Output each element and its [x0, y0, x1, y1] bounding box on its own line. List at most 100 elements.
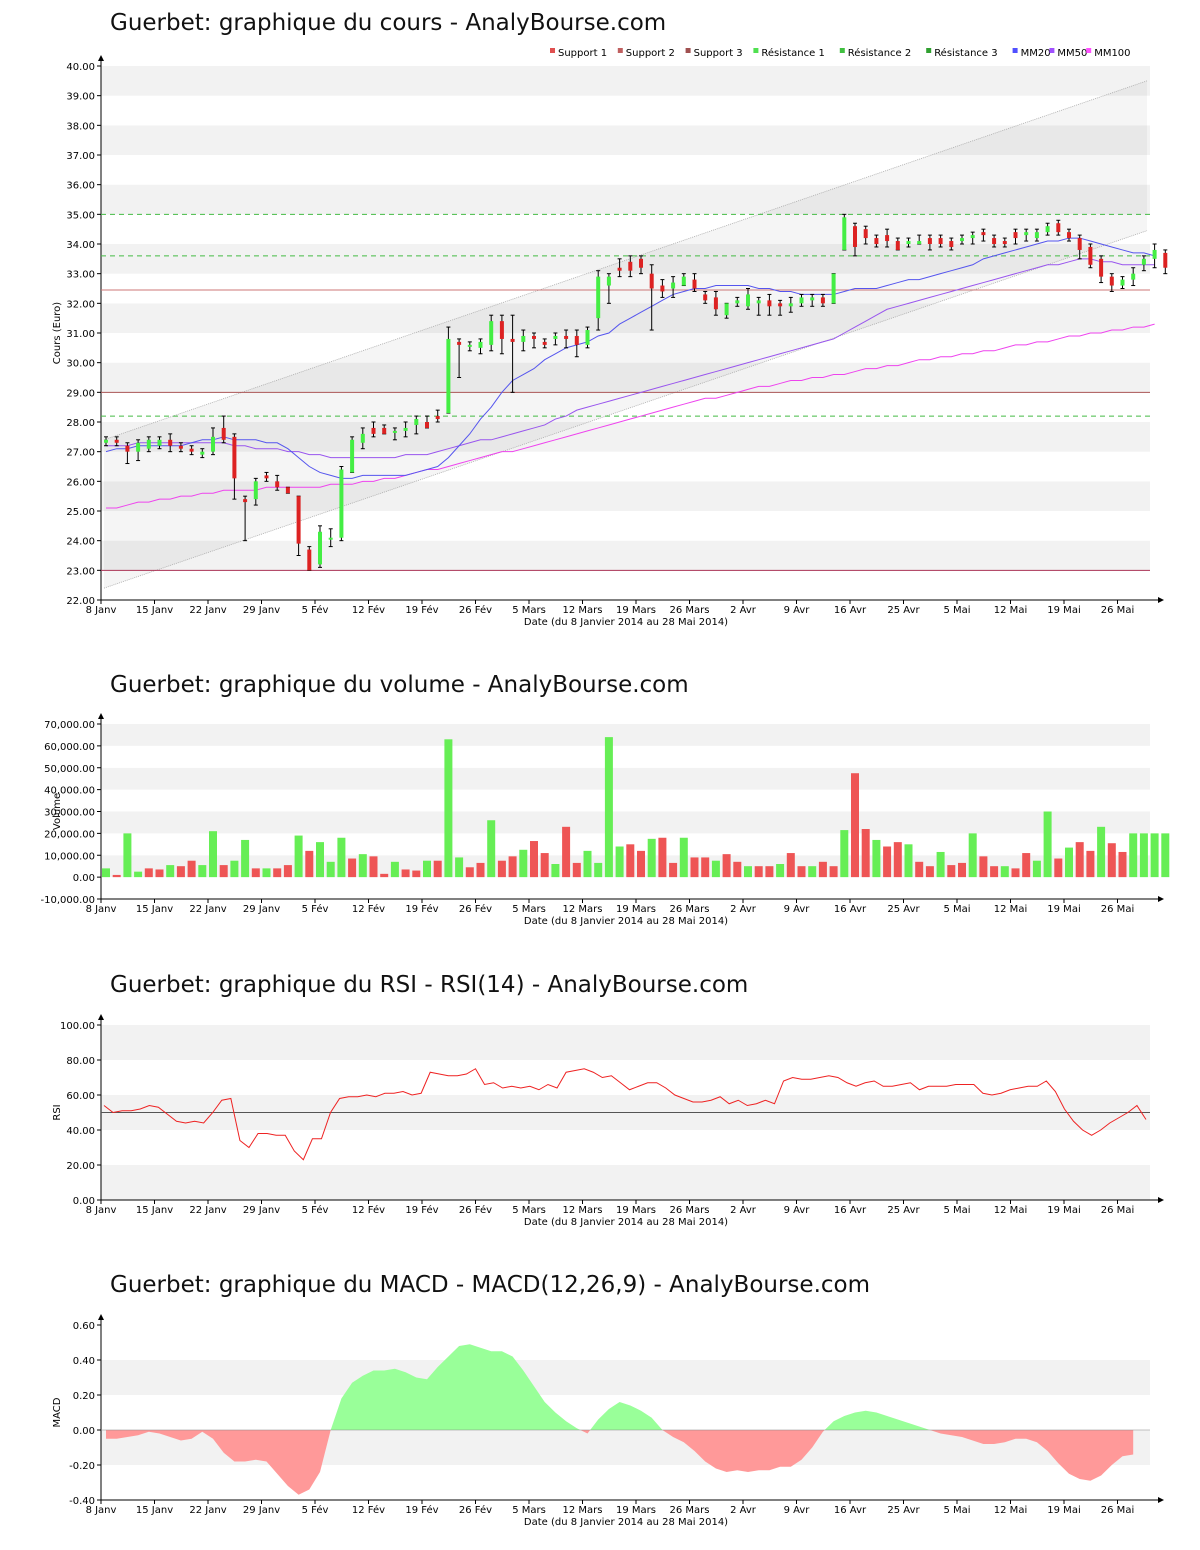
volume-bar	[326, 861, 335, 878]
volume-bar	[904, 844, 913, 878]
candle	[253, 477, 258, 506]
background-band	[101, 724, 1150, 746]
volume-bar	[1000, 866, 1009, 878]
x-tick-label: 25 Avr	[887, 1205, 920, 1216]
candle	[446, 326, 451, 414]
candle	[1120, 276, 1125, 289]
macd-chart: -0.40 -0.20 0.00 0.20 0.40 0.60 8 Janv 15 Janv 2…	[52, 1314, 1164, 1528]
y-tick-label: 10,000.00	[44, 851, 95, 862]
x-axis-arrow	[1158, 1197, 1164, 1203]
y-tick-label: 60,000.00	[44, 742, 95, 753]
volume-bar	[551, 864, 560, 878]
volume-bar	[1011, 868, 1020, 878]
candle-body	[307, 549, 312, 571]
candle	[211, 427, 215, 456]
candle-body	[253, 481, 258, 500]
trend-channel	[104, 80, 1147, 589]
volume-bar	[305, 850, 314, 878]
background-band	[101, 570, 1150, 600]
x-tick-label: 12 Fév	[352, 903, 385, 915]
x-tick-label: 12 Mars	[563, 1205, 603, 1216]
price-chart: 22.00 23.00 24.00 25.00 26.00 27.00 28.00 29.00…	[52, 47, 1168, 628]
x-tick-label: 19 Mai	[1047, 1205, 1080, 1216]
x-tick-label: 19 Mai	[1047, 605, 1080, 616]
candle-body	[510, 338, 515, 342]
x-tick-label: 16 Avr	[834, 605, 867, 616]
volume-bar	[423, 860, 431, 878]
volume-bar	[123, 833, 132, 878]
volume-bar	[722, 854, 731, 878]
x-tick-label: 5 Fév	[302, 1504, 329, 1516]
candle	[275, 474, 280, 491]
candle	[328, 528, 333, 548]
legend-label: Résistance 1	[761, 47, 824, 59]
x-tick-label: 29 Janv	[243, 904, 280, 915]
volume-bar	[861, 829, 870, 878]
candle-body	[853, 226, 857, 247]
candle-body	[949, 241, 954, 247]
candle-body	[681, 276, 686, 286]
volume-bar	[626, 844, 635, 878]
background-band	[101, 184, 1150, 215]
volume-bar	[155, 869, 164, 878]
volume-bar	[808, 866, 817, 878]
candle-body	[125, 445, 130, 452]
candle	[756, 296, 761, 316]
volume-bar	[476, 862, 485, 878]
candle	[874, 234, 879, 248]
volume-bar	[1022, 853, 1031, 878]
candle-body	[606, 276, 611, 286]
price-chart-panel: Guerbet: graphique du cours - AnalyBours…	[0, 0, 1200, 640]
macd-chart-title: Guerbet: graphique du MACD - MACD(12,26,…	[110, 1272, 870, 1298]
volume-bar	[433, 860, 442, 878]
macd-negative-area	[580, 1430, 591, 1434]
x-tick-label: 5 Mai	[943, 1205, 970, 1216]
candle-body	[221, 427, 226, 440]
candle	[178, 442, 183, 453]
volume-bar	[337, 837, 346, 878]
volume-bar	[562, 826, 571, 878]
candle	[981, 228, 986, 242]
legend-label: MM20	[1021, 48, 1051, 59]
candle-body	[499, 321, 504, 339]
candle	[1024, 228, 1029, 242]
volume-bar	[829, 866, 838, 878]
macd-negative-area	[929, 1430, 1134, 1481]
background-band	[101, 833, 1150, 856]
volume-bar	[283, 865, 292, 878]
candle	[746, 288, 750, 310]
candle	[360, 427, 365, 450]
x-tick-label: 26 Fév	[459, 1204, 492, 1216]
candle-body	[414, 419, 419, 425]
candle-body	[842, 217, 847, 250]
candle	[660, 279, 665, 298]
x-tick-label: 5 Mars	[512, 1205, 546, 1216]
x-tick-label: 26 Mai	[1101, 605, 1134, 616]
y-tick-label: 24.00	[66, 537, 95, 548]
candle-body	[360, 433, 365, 443]
volume-bar	[209, 831, 217, 878]
x-tick-label: 19 Mai	[1047, 1505, 1080, 1516]
x-tick-label: 29 Janv	[243, 1505, 280, 1516]
candle	[392, 427, 397, 441]
volume-bar	[230, 860, 239, 878]
candle-body	[981, 232, 986, 236]
x-tick-label: 26 Fév	[459, 903, 492, 915]
candle-body	[885, 235, 890, 242]
volume-bar	[369, 856, 378, 878]
x-tick-label: 19 Fév	[405, 1204, 438, 1216]
candle-body	[489, 321, 494, 345]
candle	[820, 293, 825, 307]
volume-bar	[754, 866, 763, 878]
candle	[125, 442, 130, 465]
background-band	[101, 125, 1150, 155]
candle-body	[446, 338, 451, 414]
y-tick-label: 29.00	[66, 388, 95, 399]
y-tick-label: 30.00	[66, 359, 95, 370]
volume-bar	[925, 866, 934, 878]
candle	[350, 436, 355, 473]
candle-body	[735, 300, 740, 304]
background-band	[101, 422, 1150, 452]
y-axis-arrow	[98, 1314, 104, 1320]
macd-positive-area	[590, 1402, 663, 1430]
